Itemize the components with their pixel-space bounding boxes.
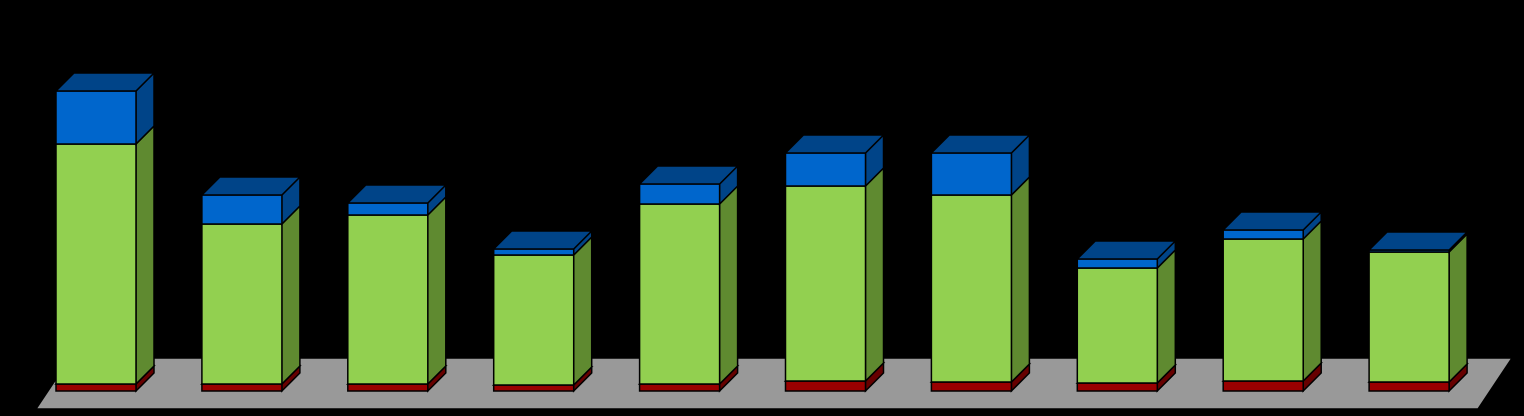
bar-segment-6-series-1 (784, 380, 867, 392)
bar-segment-9-series-1 (1222, 380, 1304, 392)
bar-segment-4-series-3-top (491, 230, 594, 250)
bar-stack-6 (783, 133, 886, 393)
bar-segment-1-series-1 (55, 383, 137, 392)
bar-segment-8-series-2-side (1156, 248, 1177, 385)
bar-segment-7-series-2-side (1010, 175, 1031, 384)
bar-segment-4-series-1 (492, 384, 575, 392)
bar-segment-2-series-1 (201, 383, 283, 392)
bar-segment-5-series-2 (638, 203, 721, 385)
bar-segment-5-series-1 (638, 383, 721, 392)
bar-segment-3-series-2-side (427, 195, 447, 386)
bar-segment-9-series-2-side (1302, 219, 1322, 383)
bar-segment-4-series-2-side (572, 235, 593, 387)
bar-segment-7-series-3-top (929, 134, 1032, 154)
bar-segment-10-series-1 (1368, 381, 1450, 392)
bar-segment-6-series-2 (784, 185, 867, 382)
bar-segment-8-series-2 (1076, 267, 1159, 384)
bar-segment-9-series-3-top (1221, 211, 1324, 231)
bar-segment-3-series-3 (347, 202, 429, 216)
bar-segment-1-series-3 (55, 90, 137, 145)
bar-segment-3-series-1 (347, 383, 429, 392)
bar-segment-9-series-3 (1222, 229, 1304, 240)
bar-stack-1 (54, 71, 156, 393)
bar-segment-8-series-3 (1076, 258, 1159, 269)
bar-segment-1-series-2-side (135, 124, 155, 386)
bar-segment-4-series-3 (492, 248, 575, 256)
bar-stack-8 (1075, 239, 1178, 393)
bar-segment-3-series-3-top (345, 184, 448, 204)
bar-stack-7 (929, 133, 1032, 393)
bar-segment-1-series-3-top (54, 72, 156, 92)
bar-segment-3-series-2 (347, 214, 429, 385)
bar-stack-4 (491, 229, 594, 393)
bar-segment-7-series-2 (930, 194, 1013, 383)
bar-stack-5 (637, 164, 740, 393)
bar-segment-6-series-3-top (783, 134, 886, 154)
bar-segment-8-series-1 (1076, 382, 1159, 392)
bar-segment-6-series-3 (784, 152, 867, 187)
bar-stack-2 (200, 175, 302, 393)
bar-segment-2-series-3 (201, 194, 283, 225)
bar-segment-2-series-3-top (200, 176, 302, 196)
bar-segment-9-series-2 (1222, 238, 1304, 382)
bar-segment-5-series-3-top (637, 165, 740, 185)
bar-segment-5-series-2-side (718, 184, 739, 386)
bar-stack-3 (345, 183, 448, 393)
bar-groups (54, 71, 1469, 393)
bar-segment-4-series-2 (492, 254, 575, 386)
bar-segment-10-series-2-side (1448, 232, 1468, 384)
bar-segment-10-series-2 (1368, 251, 1450, 383)
bar-segment-2-series-2 (201, 223, 283, 385)
bar-segment-7-series-1 (930, 381, 1013, 392)
bar-stack-10 (1367, 230, 1469, 393)
bar-segment-6-series-2-side (864, 166, 885, 383)
bar-segment-7-series-3 (930, 152, 1013, 196)
bar-segment-8-series-3-top (1075, 240, 1178, 260)
bar-segment-5-series-3 (638, 183, 721, 205)
bar-segment-1-series-2 (55, 143, 137, 385)
bar-segment-2-series-2-side (281, 204, 301, 386)
bar-segment-10-series-3-top (1367, 231, 1469, 251)
bar-stack-9 (1221, 210, 1324, 393)
